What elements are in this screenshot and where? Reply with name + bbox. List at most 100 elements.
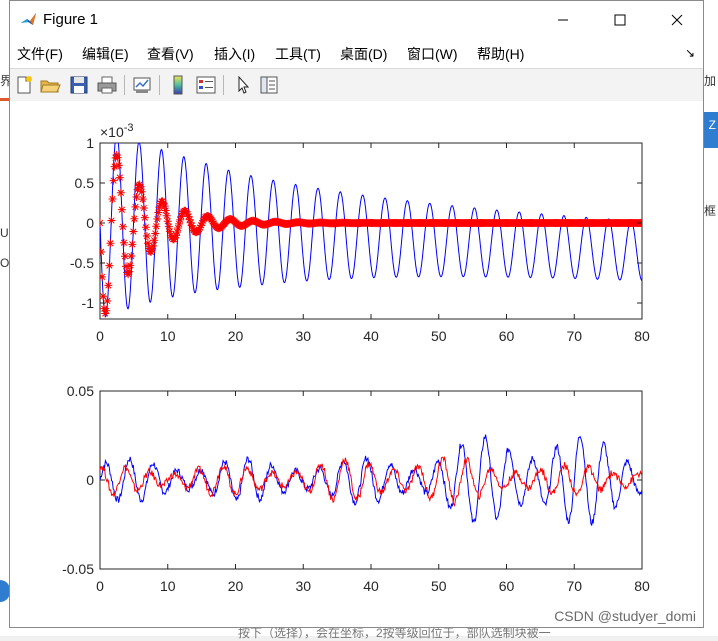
data-point-marker [133, 185, 142, 194]
data-point-marker [160, 202, 169, 211]
dock-arrow-icon[interactable]: ↘ [684, 46, 695, 60]
link-plot-icon[interactable] [131, 74, 153, 96]
csdn-watermark: CSDN @studyer_domi [554, 608, 696, 624]
data-point-marker [109, 176, 118, 185]
menu-window[interactable]: 窗口(W) [407, 46, 458, 62]
background-blue-button [0, 580, 10, 602]
data-point-marker [124, 270, 133, 279]
pointer-icon[interactable] [232, 74, 254, 96]
close-icon [671, 14, 683, 26]
data-point-marker [208, 217, 217, 226]
data-point-marker [150, 236, 159, 245]
data-point-marker [106, 239, 115, 248]
scale-exponent-label: ×10-3 [100, 122, 134, 140]
data-point-marker [147, 247, 156, 256]
series-red-line [100, 455, 642, 507]
menu-view[interactable]: 查看(V) [147, 46, 194, 62]
data-point-marker [154, 208, 163, 217]
x-tick-label: 80 [634, 578, 650, 594]
plot-series-group [100, 434, 642, 526]
data-point-marker [141, 223, 150, 232]
maximize-button[interactable] [597, 7, 643, 33]
data-point-marker [199, 216, 208, 225]
save-icon[interactable] [68, 74, 90, 96]
menu-file[interactable]: 文件(F) [17, 46, 63, 62]
x-tick-label: 20 [228, 328, 244, 344]
close-button[interactable] [654, 7, 700, 33]
data-point-marker [108, 195, 117, 204]
y-tick-label: 1 [86, 135, 94, 151]
property-editor-icon[interactable] [258, 74, 280, 96]
subplot-top[interactable]: 0 10 20 30 40 50 60 70 80 1 0.5 0 -0.5 -1 ×10-3 [70, 122, 650, 344]
y-tick-label: -0.5 [70, 255, 94, 271]
toolbar-separator [159, 75, 160, 95]
new-figure-icon[interactable] [13, 74, 35, 96]
data-point-marker [127, 251, 136, 260]
data-point-marker [115, 173, 124, 182]
background-app-bottom-edge: 按下（选择），会在坐标，2按等级回位于，部队选制块被一 [0, 626, 718, 640]
figure-toolbar [10, 68, 703, 102]
data-point-marker [122, 262, 131, 271]
background-accent-line [0, 98, 10, 101]
x-tick-label: 20 [228, 578, 244, 594]
minimize-button[interactable] [540, 7, 586, 33]
x-tick-label: 70 [566, 328, 582, 344]
data-point-marker [130, 214, 139, 223]
data-point-marker [136, 182, 145, 191]
menu-desktop[interactable]: 桌面(D) [340, 46, 388, 62]
x-tick-label: 60 [499, 578, 515, 594]
data-point-marker [119, 238, 128, 247]
data-point-marker [135, 180, 144, 189]
x-tick-label: 40 [363, 328, 379, 344]
menu-insert[interactable]: 插入(I) [214, 46, 256, 62]
data-point-marker [114, 161, 123, 170]
data-point-marker [155, 203, 164, 212]
data-point-marker [177, 212, 186, 221]
print-icon[interactable] [96, 74, 118, 96]
data-point-marker [103, 297, 112, 306]
data-point-marker [131, 202, 140, 211]
data-point-marker [153, 215, 162, 224]
data-point-marker [164, 222, 173, 231]
data-point-marker [198, 218, 207, 227]
data-point-marker [163, 217, 172, 226]
background-text-fragment: 框 [703, 204, 716, 218]
data-point-marker [104, 281, 113, 290]
data-point-marker [176, 215, 185, 224]
figure-window: Figure 1 文件(F) 编辑(E) 查看(V) 插入(I) 工具(T) 桌… [9, 0, 704, 628]
menu-tools[interactable]: 工具(T) [275, 46, 321, 62]
background-text-fragment: Z [708, 118, 716, 132]
minimize-icon [558, 19, 568, 21]
legend-icon[interactable] [195, 74, 217, 96]
data-point-marker [159, 198, 168, 207]
tick-group: 0 10 20 30 40 50 60 70 80 1 0.5 0 -0.5 -1 [70, 135, 650, 344]
toolbar-separator [124, 75, 125, 95]
figure-canvas[interactable]: 0 10 20 30 40 50 60 70 80 1 0.5 0 -0.5 -1 ×10-3 0 10 20… [10, 101, 703, 627]
data-point-marker [129, 227, 138, 236]
data-point-marker [172, 231, 181, 240]
subplot-bottom[interactable]: 0 10 20 30 40 50 60 70 800.050-0.05 [62, 383, 650, 594]
menu-edit[interactable]: 编辑(E) [82, 46, 129, 62]
data-point-marker [142, 232, 151, 241]
data-point-marker [132, 192, 141, 201]
data-point-marker [187, 221, 196, 230]
y-tick-label: -0.05 [62, 561, 94, 577]
title-bar[interactable]: Figure 1 [10, 1, 703, 39]
background-app-right-edge: 加 Z 框 [704, 0, 718, 636]
x-tick-label: 40 [363, 578, 379, 594]
x-tick-label: 10 [160, 328, 176, 344]
x-tick-label: 10 [160, 578, 176, 594]
data-point-marker [188, 224, 197, 233]
open-file-icon[interactable] [39, 74, 61, 96]
figure-plots[interactable]: 0 10 20 30 40 50 60 70 80 1 0.5 0 -0.5 -1 ×10-3 0 10 20… [10, 101, 703, 627]
data-point-marker [140, 213, 149, 222]
data-point-marker [182, 208, 191, 217]
data-point-marker [184, 212, 193, 221]
x-tick-label: 30 [295, 578, 311, 594]
colorbar-icon[interactable] [167, 74, 189, 96]
data-point-marker [171, 233, 180, 242]
menu-bar: 文件(F) 编辑(E) 查看(V) 插入(I) 工具(T) 桌面(D) 窗口(W… [10, 41, 703, 65]
data-point-marker [152, 222, 161, 231]
menu-help[interactable]: 帮助(H) [477, 46, 525, 62]
data-point-marker [196, 223, 205, 232]
